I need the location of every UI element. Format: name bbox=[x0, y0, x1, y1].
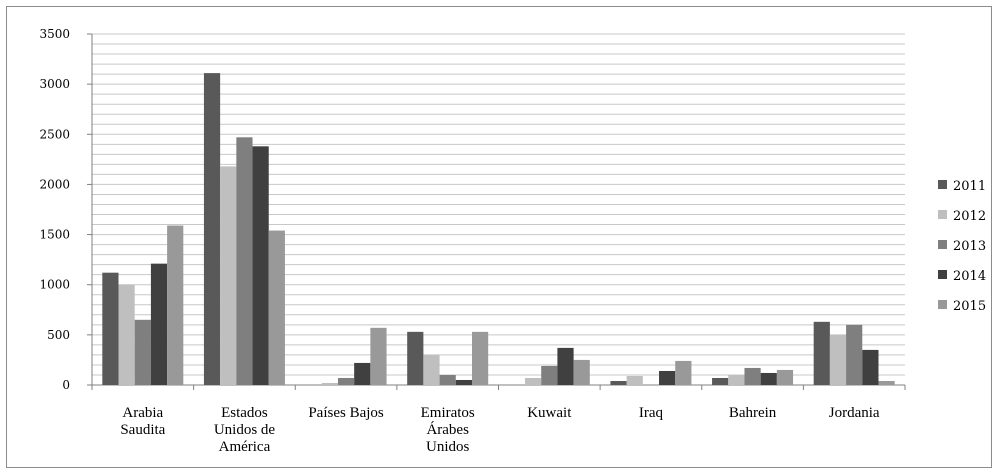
bar-2014 bbox=[659, 370, 676, 385]
y-tick-label: 1500 bbox=[39, 228, 70, 242]
category-label: Unidos de bbox=[214, 422, 276, 438]
bar-2013 bbox=[337, 377, 355, 385]
y-tick-label: 0 bbox=[62, 378, 70, 392]
bar-2011 bbox=[813, 321, 830, 385]
bar-2013 bbox=[134, 319, 151, 385]
bar-2011 bbox=[407, 331, 424, 385]
bar-2014 bbox=[557, 347, 574, 385]
bar-2014 bbox=[760, 372, 777, 385]
category-label: Jordania bbox=[829, 405, 880, 421]
bar-2012 bbox=[423, 354, 440, 385]
legend-label-2014: 2014 bbox=[953, 269, 986, 284]
bar-2012 bbox=[118, 284, 135, 385]
bar-2014 bbox=[150, 263, 168, 385]
legend-swatch-2013 bbox=[938, 240, 947, 249]
bar-2012 bbox=[220, 166, 237, 385]
legend-swatch-2011 bbox=[938, 180, 947, 189]
y-tick-label: 500 bbox=[47, 328, 70, 342]
legend-swatch-2014 bbox=[938, 270, 947, 279]
category-label: América bbox=[219, 439, 271, 455]
bar-2013 bbox=[744, 367, 761, 385]
bar-2013 bbox=[439, 374, 456, 385]
legend-label-2011: 2011 bbox=[953, 179, 986, 194]
legend-label-2012: 2012 bbox=[953, 209, 986, 224]
bar-2011 bbox=[102, 272, 119, 385]
bar-2015 bbox=[370, 327, 387, 385]
y-tick-label: 2000 bbox=[39, 177, 70, 191]
bar-2014 bbox=[252, 146, 269, 385]
legend-swatch-2015 bbox=[938, 300, 947, 309]
bar-2015 bbox=[167, 225, 184, 385]
bar-2012 bbox=[728, 374, 745, 385]
bar-2013 bbox=[846, 324, 863, 385]
bar-2014 bbox=[354, 362, 371, 385]
bar-2015 bbox=[776, 369, 794, 385]
category-label: Kuwait bbox=[527, 405, 572, 421]
bar-2012 bbox=[626, 375, 643, 385]
category-label: Estados bbox=[221, 405, 268, 421]
bar-2012 bbox=[321, 382, 338, 385]
y-tick-label: 2500 bbox=[39, 127, 70, 141]
legend-swatch-2012 bbox=[938, 210, 947, 219]
y-tick-label: 3500 bbox=[39, 27, 70, 41]
category-label: Iraq bbox=[639, 405, 664, 421]
legend-label-2013: 2013 bbox=[953, 239, 986, 254]
bar-2011 bbox=[712, 377, 729, 385]
bar-2014 bbox=[862, 349, 879, 385]
category-label: Emiratos bbox=[421, 405, 475, 421]
bar-2012 bbox=[525, 377, 542, 385]
category-label: Saudita bbox=[120, 422, 165, 438]
bar-2015 bbox=[268, 230, 285, 385]
category-label: Bahrein bbox=[729, 405, 777, 421]
bar-2015 bbox=[878, 380, 895, 385]
y-tick-label: 3000 bbox=[39, 77, 70, 91]
bar-2011 bbox=[610, 380, 627, 385]
category-label: Arabia bbox=[122, 405, 163, 421]
bar-2011 bbox=[203, 73, 221, 386]
bar-2012 bbox=[829, 334, 847, 385]
bar-2014 bbox=[455, 379, 472, 385]
bar-2015 bbox=[573, 359, 590, 385]
bar-2013 bbox=[541, 365, 558, 385]
legend-label-2015: 2015 bbox=[953, 299, 986, 314]
bar-2015 bbox=[675, 360, 692, 385]
category-label: Árabes bbox=[426, 421, 469, 438]
bar-2013 bbox=[236, 137, 253, 385]
category-label: Unidos bbox=[426, 439, 470, 455]
y-tick-label: 1000 bbox=[39, 278, 70, 292]
category-label: Países Bajos bbox=[308, 405, 384, 421]
bar-2015 bbox=[471, 331, 489, 385]
